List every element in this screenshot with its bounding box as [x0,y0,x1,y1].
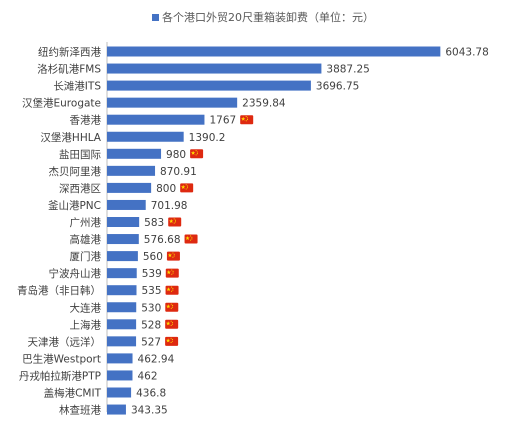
bar [107,268,137,279]
bar [107,217,140,227]
value-label: 436.8 [136,388,166,400]
bar [107,285,137,296]
category-label: 汉堡港Eurogate [22,97,101,110]
category-label: 林查班港 [59,404,101,417]
value-label: 343.35 [131,405,168,417]
legend: 各个港口外贸20尺重箱装卸费（单位：元） [152,10,374,24]
bar [107,182,152,193]
china-flag-icon [165,319,179,329]
value-label: 530 [141,302,161,314]
value-label: 528 [141,319,161,331]
china-flag-icon [190,149,204,159]
category-label: 高雄港 [70,233,102,246]
category-label: 洛杉矶港FMS [37,63,101,76]
bar [107,148,162,159]
china-flag-icon [168,217,182,227]
china-flag-icon [240,115,254,125]
value-label: 800 [156,183,176,195]
bar [107,63,322,74]
category-label: 盖梅港CMIT [44,387,102,400]
value-label: 6043.78 [445,47,488,59]
bar [107,336,137,347]
china-flag-icon [165,302,179,312]
china-flag-icon [165,268,179,278]
category-label: 青岛港（非日韩） [17,284,101,297]
value-label: 583 [144,217,164,229]
bar [107,80,311,91]
category-label: 长滩港ITS [53,80,101,93]
china-flag-icon [180,183,194,193]
bar [107,404,126,415]
category-label: 大连港 [70,301,102,314]
category-label: 巴生港Westport [22,352,101,365]
value-label: 462 [137,370,157,382]
category-label: 宁波舟山港 [49,267,102,280]
china-flag-icon [184,234,198,244]
value-label: 870.91 [160,166,197,178]
value-label: 560 [143,251,163,263]
bar [107,46,441,57]
bar [107,319,137,330]
bar [107,251,138,262]
category-label: 汉堡港HHLA [40,131,101,144]
category-label: 盐田国际 [59,148,101,161]
value-label: 576.68 [144,234,181,246]
bar [107,234,139,245]
value-label: 980 [166,149,186,161]
value-label: 1767 [209,115,236,127]
bar [107,199,146,210]
bar [107,387,132,398]
bar [107,131,184,142]
value-label: 527 [141,336,161,348]
bar [107,114,205,125]
category-label: 杰贝阿里港 [49,166,102,178]
category-label: 上海港 [70,318,102,331]
china-flag-icon [165,285,179,295]
category-label: 丹戎帕拉斯港PTP [19,369,101,382]
category-label: 厦门港 [70,250,102,263]
value-label: 535 [142,285,162,297]
value-label: 1390.2 [189,132,226,144]
legend-swatch [152,14,159,21]
category-label: 釜山港PNC [48,199,101,212]
category-label: 天津港（远洋） [28,335,102,348]
legend-label: 各个港口外贸20尺重箱装卸费（单位：元） [162,10,374,24]
value-label: 701.98 [151,200,188,212]
china-flag-icon [166,251,180,261]
value-label: 2359.84 [242,98,286,110]
value-label: 3696.75 [316,81,359,93]
value-label: 462.94 [138,353,175,365]
category-label: 深西港区 [59,183,101,195]
value-label: 539 [142,268,162,280]
bar [107,353,133,364]
category-label: 纽约新泽西港 [38,46,101,59]
china-flag-icon [165,336,179,346]
category-label: 香港港 [70,115,102,127]
value-label: 3887.25 [326,64,369,76]
bar [107,97,238,108]
bar [107,370,133,381]
category-label: 广州港 [70,217,102,229]
bar [107,165,156,176]
bar [107,302,137,313]
